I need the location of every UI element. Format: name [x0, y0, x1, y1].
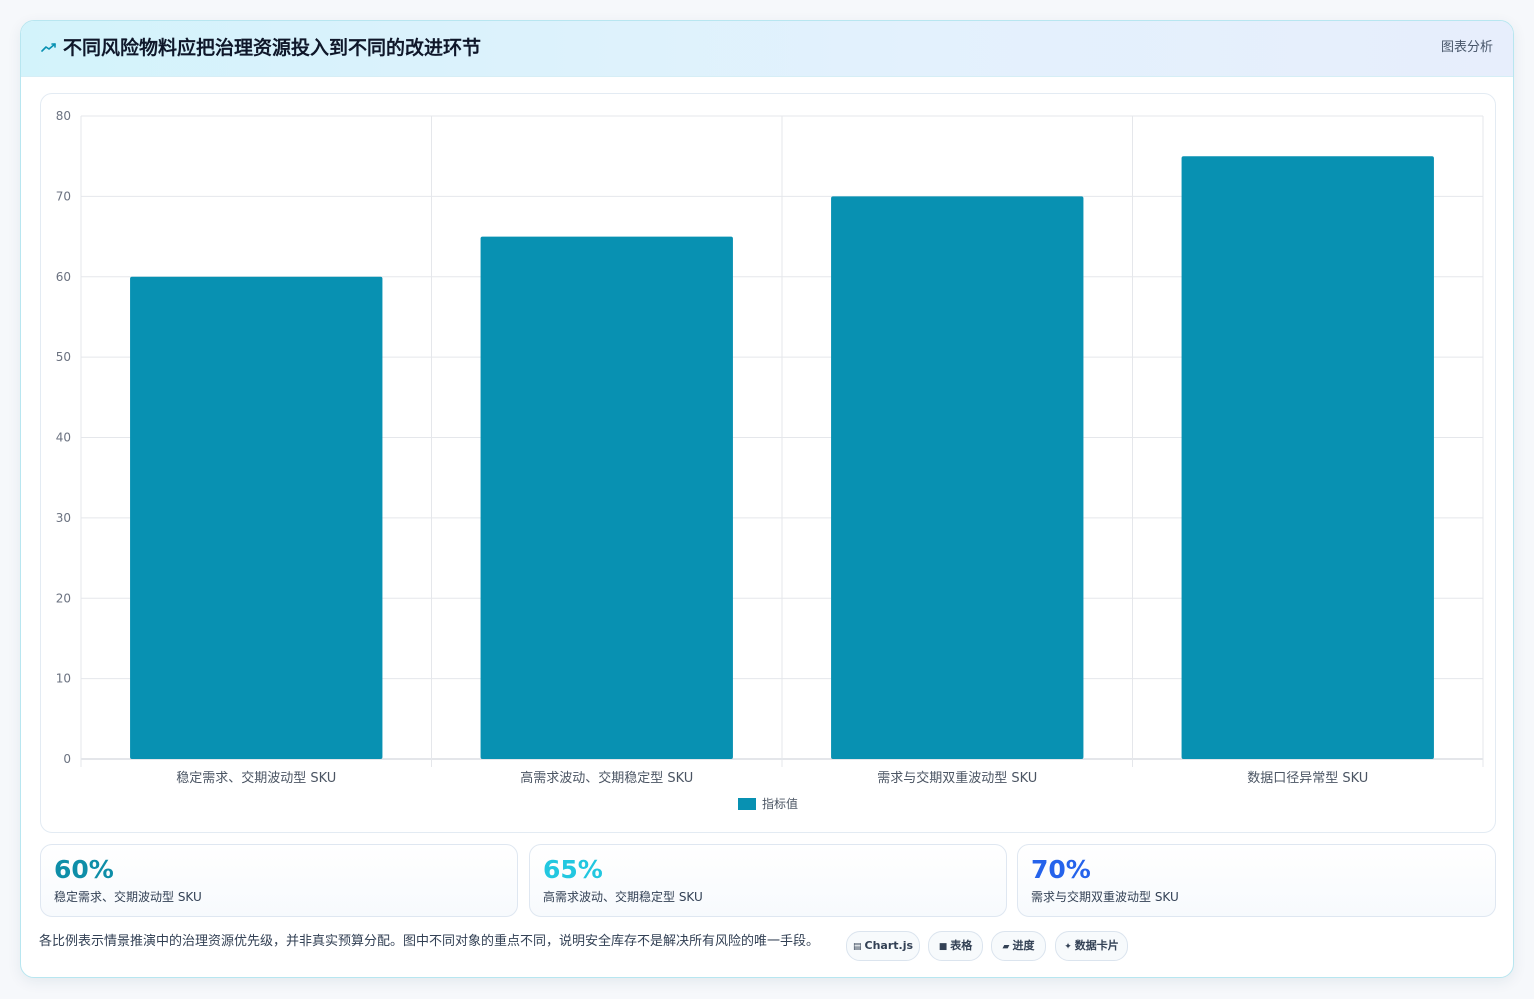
- chip-chartjs[interactable]: ▤ Chart.js: [846, 931, 920, 961]
- bar: [480, 236, 733, 759]
- stat-card-2: 65% 高需求波动、交期稳定型 SKU: [529, 844, 1007, 917]
- card-header: 不同风险物料应把治理资源投入到不同的改进环节 图表分析: [21, 21, 1513, 77]
- stat-label-3: 需求与交期双重波动型 SKU: [1031, 890, 1179, 904]
- chart-icon: ▤: [852, 942, 862, 952]
- y-tick-label: 50: [56, 350, 71, 364]
- stat-value-2: 65%: [543, 855, 603, 884]
- legend-swatch: [738, 798, 756, 810]
- x-tick-label: 稳定需求、交期波动型 SKU: [176, 770, 336, 786]
- sparkle-icon: ✦: [1064, 942, 1072, 952]
- trend-line-icon: [41, 43, 56, 52]
- stat-label-1: 稳定需求、交期波动型 SKU: [54, 890, 202, 904]
- x-tick-label: 需求与交期双重波动型 SKU: [877, 770, 1037, 786]
- header-tag: 图表分析: [1440, 40, 1493, 55]
- footer-note: 各比例表示情景推演中的治理资源优先级，并非真实预算分配。图中不同对象的重点不同，…: [39, 934, 820, 949]
- bar-chart: 0 10 20 30 40 50 60 70 80 稳定需求、交期波动型 SKU 高需求波动、交期稳…: [40, 93, 1496, 833]
- chip-label: 进度: [1012, 939, 1035, 952]
- y-tick-label: 80: [56, 109, 71, 123]
- table-icon: ■: [938, 942, 948, 952]
- x-tick-label: 数据口径异常型 SKU: [1247, 771, 1368, 786]
- y-tick-label: 40: [56, 431, 71, 445]
- y-tick-label: 10: [56, 672, 71, 686]
- y-tick-label: 0: [63, 752, 71, 766]
- chart-card: 不同风险物料应把治理资源投入到不同的改进环节 图表分析 0 10 20 30 40 50 6…: [20, 20, 1514, 978]
- legend-label: 指标值: [762, 796, 798, 811]
- stat-value-3: 70%: [1031, 855, 1091, 884]
- chip-data-card[interactable]: ✦ 数据卡片: [1055, 931, 1128, 961]
- bar: [831, 196, 1084, 759]
- stat-card-1: 60% 稳定需求、交期波动型 SKU: [40, 844, 518, 917]
- bar: [130, 276, 383, 759]
- y-tick-label: 70: [56, 189, 71, 203]
- y-tick-label: 60: [56, 270, 71, 284]
- chip-label: 数据卡片: [1074, 939, 1119, 952]
- chip-label: 表格: [950, 939, 973, 952]
- y-tick-label: 30: [56, 511, 71, 525]
- bar-chart-svg: 0 10 20 30 40 50 60 70 80 稳定需求、交期波动型 SKU 高需求波动、交期稳…: [56, 109, 1484, 811]
- chip-progress[interactable]: ▰ 进度: [991, 931, 1046, 961]
- stat-card-3: 70% 需求与交期双重波动型 SKU: [1017, 844, 1496, 917]
- y-tick-label: 20: [56, 591, 71, 605]
- chip-table[interactable]: ■ 表格: [928, 931, 983, 961]
- stat-label-2: 高需求波动、交期稳定型 SKU: [543, 890, 703, 904]
- progress-icon: ▰: [1002, 942, 1010, 952]
- bar: [1181, 156, 1434, 759]
- x-tick-label: 高需求波动、交期稳定型 SKU: [520, 770, 693, 786]
- stat-value-1: 60%: [54, 855, 114, 884]
- chip-label: Chart.js: [864, 939, 914, 952]
- page-title: 不同风险物料应把治理资源投入到不同的改进环节: [63, 37, 482, 59]
